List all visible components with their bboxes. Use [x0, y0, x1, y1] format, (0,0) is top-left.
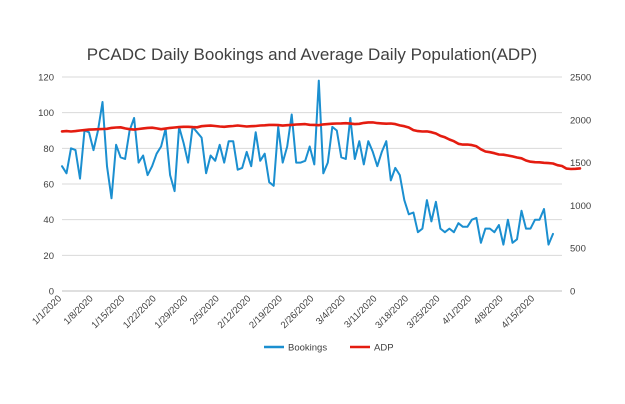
left-tick-label: 20	[43, 251, 54, 262]
legend-label-bookings: Bookings	[288, 343, 327, 354]
right-tick-label: 2000	[570, 115, 591, 126]
adp-series-line	[60, 121, 582, 171]
left-tick-label: 0	[49, 287, 54, 298]
left-tick-label: 120	[38, 73, 54, 84]
right-tick-label: 2500	[570, 73, 591, 84]
left-y-axis: 0 20 40 60 80 100 120	[38, 73, 54, 298]
legend: Bookings ADP	[264, 343, 394, 354]
right-tick-label: 500	[570, 244, 586, 255]
left-tick-label: 80	[43, 144, 54, 155]
right-tick-label: 1500	[570, 158, 591, 169]
legend-label-adp: ADP	[374, 343, 394, 354]
left-tick-label: 60	[43, 180, 54, 191]
right-y-axis: 0 500 1000 1500 2000 2500	[570, 73, 591, 298]
left-tick-label: 100	[38, 108, 54, 119]
right-tick-label: 1000	[570, 201, 591, 212]
chart-title: PCADC Daily Bookings and Average Daily P…	[87, 45, 537, 64]
gridlines	[62, 76, 562, 292]
bookings-series-line	[61, 79, 554, 246]
left-tick-label: 40	[43, 215, 54, 226]
right-tick-label: 0	[570, 287, 575, 298]
series-lines	[60, 79, 582, 246]
